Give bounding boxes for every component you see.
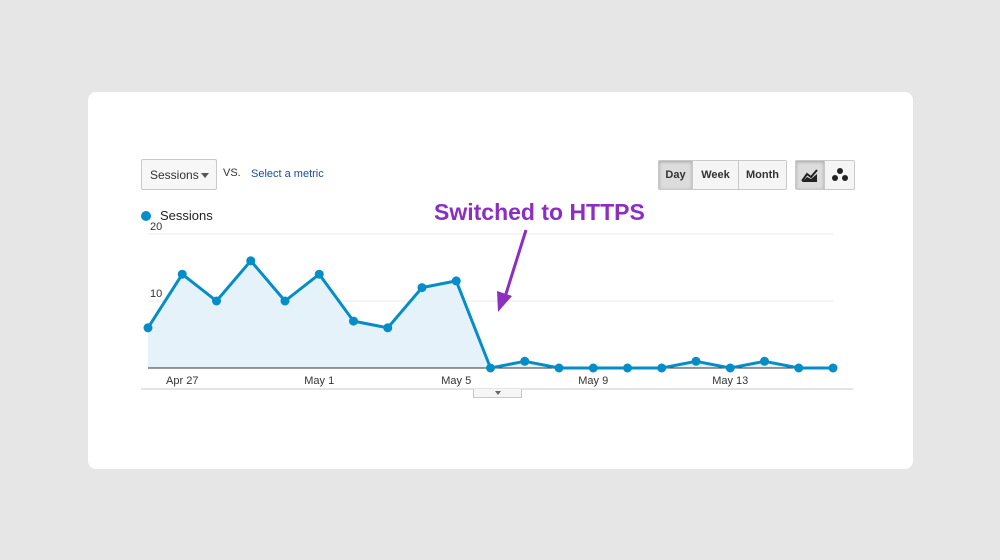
annotation-arrow-head (497, 291, 512, 312)
data-point (383, 323, 393, 333)
data-point (760, 356, 769, 366)
data-point (212, 296, 221, 306)
period-week-button[interactable]: Week (693, 161, 739, 189)
series-area (148, 260, 833, 368)
legend-label: Sessions (160, 208, 213, 223)
x-tick-label: May 5 (441, 375, 471, 387)
data-point (794, 363, 804, 373)
data-point (349, 316, 358, 326)
x-tick-label: May 13 (712, 375, 748, 387)
metric-select-label: Sessions (150, 167, 199, 182)
data-point (246, 256, 256, 266)
x-tick-label: Apr 27 (166, 375, 198, 387)
line-chart-button[interactable] (796, 161, 825, 189)
data-point (451, 276, 461, 286)
annotation-arrow-line (503, 229, 528, 298)
data-point (280, 296, 290, 306)
y-tick-label: 10 (150, 288, 162, 300)
data-point (486, 363, 495, 373)
data-point (520, 356, 530, 366)
metric-select[interactable]: Sessions (141, 159, 217, 190)
chart-card (88, 92, 913, 469)
y-tick-label: 20 (150, 221, 162, 233)
chart-mode-toggle (795, 160, 855, 190)
annotation-text: Switched to HTTPS (434, 199, 645, 225)
chart-legend: Sessions (141, 208, 213, 223)
chart-resize-handle[interactable] (473, 389, 522, 398)
motion-chart-icon (831, 168, 848, 181)
data-point (417, 283, 427, 293)
line-chart-icon (801, 169, 818, 182)
period-toggle: Day Week Month (658, 160, 787, 190)
select-metric-link[interactable]: Select a metric (251, 168, 324, 180)
chevron-down-icon (495, 391, 501, 395)
data-point (588, 363, 598, 373)
data-point (143, 323, 153, 333)
data-point (691, 356, 701, 366)
data-point (554, 363, 564, 373)
data-point (177, 269, 187, 279)
data-point (314, 269, 324, 279)
motion-chart-button[interactable] (825, 161, 854, 189)
chevron-down-icon (201, 173, 209, 178)
data-point (828, 363, 838, 373)
data-point (657, 363, 667, 373)
legend-dot-icon (141, 210, 151, 221)
x-tick-label: May 1 (304, 375, 334, 387)
vs-label: VS. (223, 167, 241, 179)
period-day-button[interactable]: Day (659, 161, 693, 189)
data-point (623, 363, 632, 373)
data-point (725, 363, 735, 373)
x-tick-label: May 9 (578, 375, 608, 387)
period-month-button[interactable]: Month (739, 161, 786, 189)
